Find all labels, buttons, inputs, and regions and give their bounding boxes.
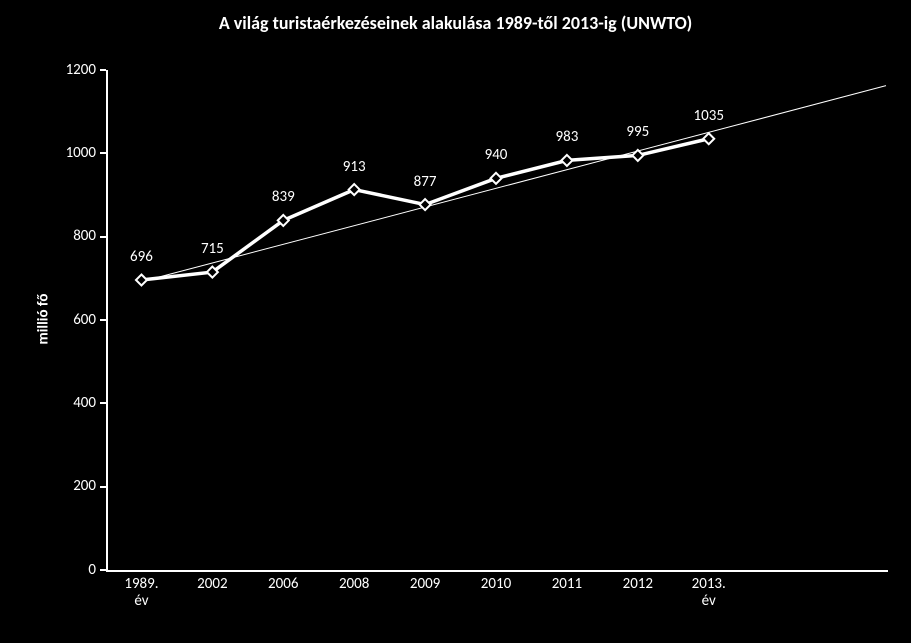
data-label: 839	[272, 188, 295, 206]
data-label: 715	[201, 240, 224, 258]
y-tick-label: 0	[88, 561, 96, 579]
x-tick-label: 2002	[177, 576, 247, 593]
data-label: 913	[343, 158, 366, 176]
y-tick-mark	[100, 236, 106, 238]
y-tick-mark	[100, 152, 106, 154]
y-tick-label: 1200	[66, 61, 96, 79]
data-marker	[136, 275, 147, 286]
x-tick-label: 2006	[248, 576, 318, 593]
y-tick-mark	[100, 569, 106, 571]
y-tick-mark	[100, 319, 106, 321]
data-label: 983	[556, 128, 579, 146]
trendline	[141, 86, 886, 282]
y-tick-mark	[100, 486, 106, 488]
data-label: 1035	[694, 107, 724, 125]
y-tick-label: 1000	[66, 144, 96, 162]
data-marker	[349, 184, 360, 195]
x-tick-label: 2008	[319, 576, 389, 593]
x-tick-label: 1989. év	[106, 576, 176, 609]
chart-container: A világ turistaérkezéseinek alakulása 19…	[0, 0, 911, 643]
data-marker	[703, 133, 714, 144]
y-tick-label: 200	[73, 477, 96, 495]
y-tick-mark	[100, 402, 106, 404]
data-marker	[491, 173, 502, 184]
chart-svg	[0, 0, 911, 643]
x-tick-label: 2012	[603, 576, 673, 593]
data-label: 940	[485, 146, 508, 164]
y-tick-mark	[100, 69, 106, 71]
x-tick-label: 2013. év	[674, 576, 744, 609]
x-tick-label: 2010	[461, 576, 531, 593]
y-tick-label: 600	[73, 311, 96, 329]
y-tick-label: 400	[73, 394, 96, 412]
y-tick-label: 800	[73, 227, 96, 245]
data-label: 696	[130, 248, 153, 266]
data-label: 995	[626, 123, 649, 141]
data-label: 877	[414, 173, 437, 191]
x-tick-label: 2011	[532, 576, 602, 593]
data-marker	[561, 155, 572, 166]
x-tick-label: 2009	[390, 576, 460, 593]
